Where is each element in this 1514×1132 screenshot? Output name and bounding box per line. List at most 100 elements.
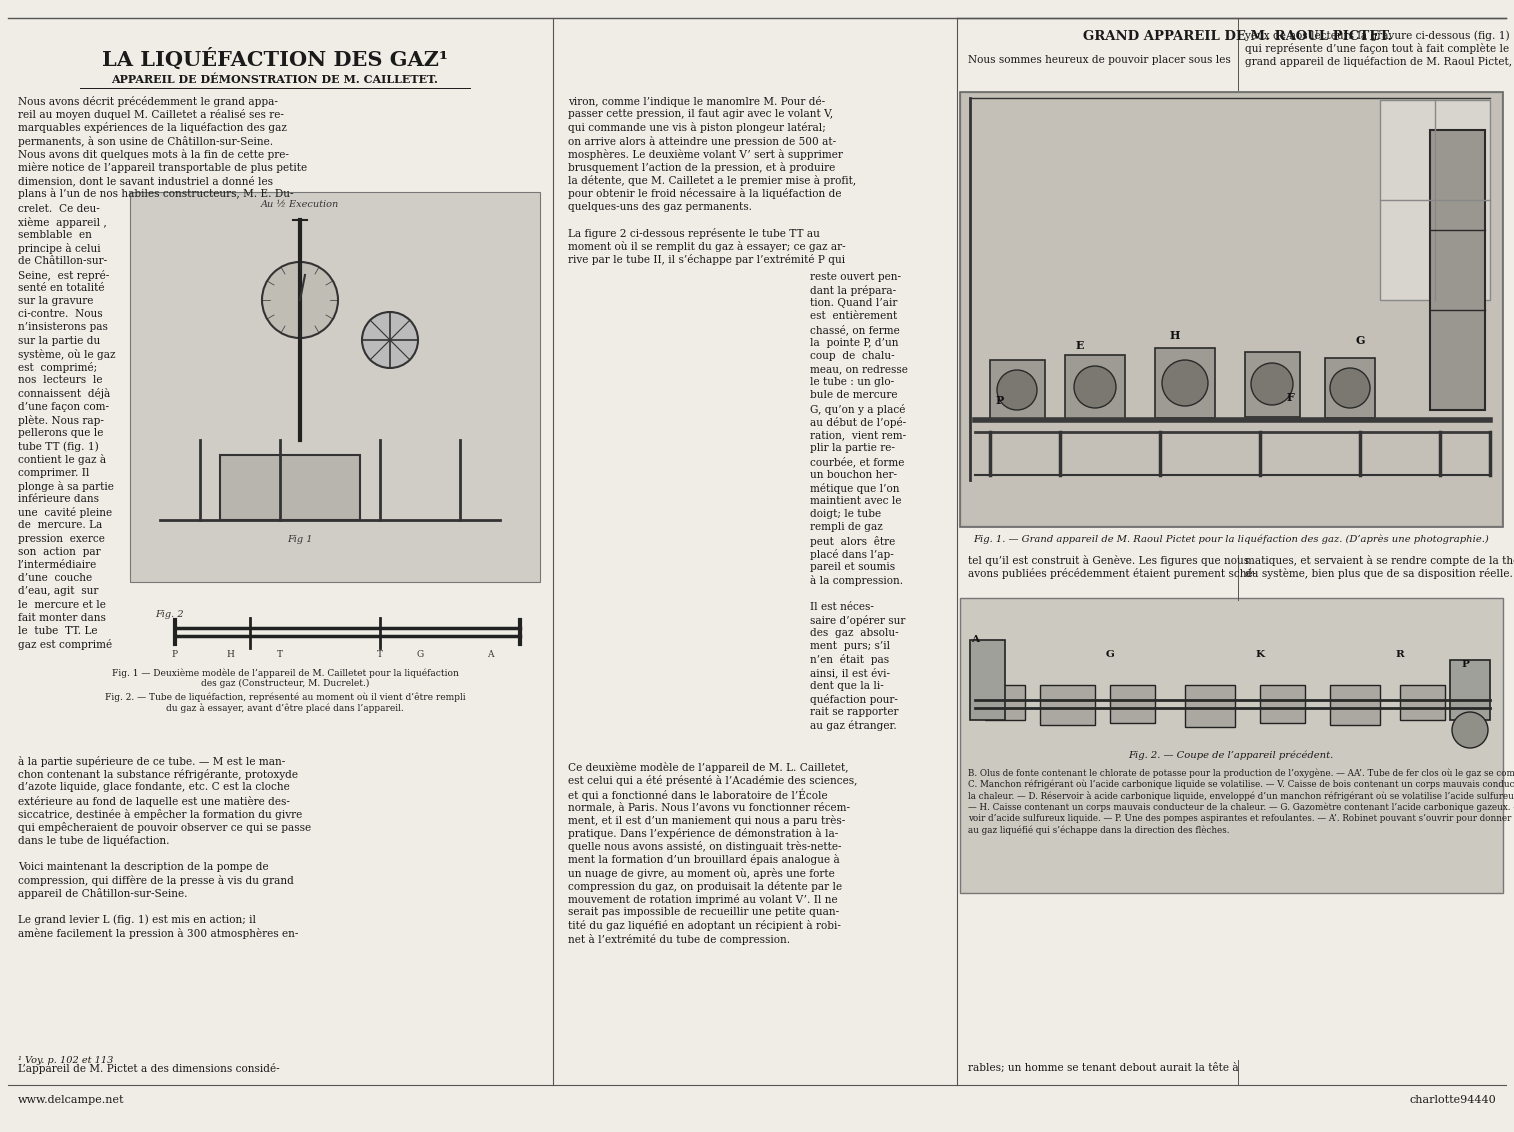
Text: des gaz (Constructeur, M. Ducrelet.): des gaz (Constructeur, M. Ducrelet.): [201, 679, 369, 688]
Text: qui commande une vis à piston plongeur latéral;: qui commande une vis à piston plongeur l…: [568, 122, 825, 134]
Text: net à l’extrémité du tube de compression.: net à l’extrémité du tube de compression…: [568, 934, 790, 944]
Text: dent que la li-: dent que la li-: [810, 680, 884, 691]
Text: plonge à sa partie: plonge à sa partie: [18, 481, 114, 491]
Text: n’en  était  pas: n’en était pas: [810, 654, 889, 666]
Text: tion. Quand l’air: tion. Quand l’air: [810, 298, 898, 308]
Text: extérieure au fond de laquelle est une matière des-: extérieure au fond de laquelle est une m…: [18, 796, 289, 807]
Text: B. Olus de fonte contenant le chlorate de potasse pour la production de l’oxygèn: B. Olus de fonte contenant le chlorate d…: [967, 767, 1514, 778]
Text: sur la partie du: sur la partie du: [18, 335, 100, 345]
Bar: [1110, 685, 1155, 723]
Text: un nuage de givre, au moment où, après une forte: un nuage de givre, au moment où, après u…: [568, 867, 834, 878]
Text: Voici maintenant la description de la pompe de: Voici maintenant la description de la po…: [18, 861, 268, 872]
Text: mouvement de rotation imprimé au volant V’. Il ne: mouvement de rotation imprimé au volant …: [568, 894, 837, 904]
Text: reste ouvert pen-: reste ouvert pen-: [810, 272, 901, 282]
Text: Seine,  est repré-: Seine, est repré-: [18, 269, 109, 281]
Text: ment  purs; s’il: ment purs; s’il: [810, 641, 890, 651]
Text: moment où il se remplit du gaz à essayer; ce gaz ar-: moment où il se remplit du gaz à essayer…: [568, 241, 846, 252]
Text: le tube : un glo-: le tube : un glo-: [810, 377, 895, 387]
Text: Ce deuxième modèle de l’appareil de M. L. Cailletet,: Ce deuxième modèle de l’appareil de M. L…: [568, 762, 848, 773]
Text: rempli de gaz: rempli de gaz: [810, 522, 883, 532]
Text: chon contenant la substance réfrigérante, protoxyde: chon contenant la substance réfrigérante…: [18, 770, 298, 780]
Text: Nous avons décrit précédemment le grand appa-: Nous avons décrit précédemment le grand …: [18, 96, 279, 108]
Text: d’azote liquide, glace fondante, etc. C est la cloche: d’azote liquide, glace fondante, etc. C …: [18, 782, 289, 792]
Text: Nous sommes heureux de pouvoir placer sous les: Nous sommes heureux de pouvoir placer so…: [967, 55, 1231, 65]
Text: L’appareil de M. Pictet a des dimensions considé-: L’appareil de M. Pictet a des dimensions…: [18, 1063, 280, 1074]
Bar: [1431, 130, 1485, 410]
Text: crelet.  Ce deu-: crelet. Ce deu-: [18, 204, 100, 214]
Bar: [970, 640, 1005, 720]
Text: sur la gravure: sur la gravure: [18, 295, 94, 306]
Text: pression  exerce: pression exerce: [18, 533, 104, 543]
Text: H: H: [226, 650, 235, 659]
Text: à la partie supérieure de ce tube. — M est le man-: à la partie supérieure de ce tube. — M e…: [18, 756, 285, 767]
Text: dimension, dont le savant industriel a donné les: dimension, dont le savant industriel a d…: [18, 175, 273, 186]
Text: permanents, à son usine de Châtillon-sur-Seine.: permanents, à son usine de Châtillon-sur…: [18, 136, 273, 147]
Text: grand appareil de liquéfaction de M. Raoul Pictet,: grand appareil de liquéfaction de M. Rao…: [1245, 57, 1512, 68]
Text: placé dans l’ap-: placé dans l’ap-: [810, 549, 893, 560]
Text: P: P: [173, 650, 179, 659]
Text: est celui qui a été présenté à l’Académie des sciences,: est celui qui a été présenté à l’Académi…: [568, 775, 857, 787]
Bar: [986, 685, 1025, 720]
Text: T: T: [277, 650, 283, 659]
Text: voir d’acide sulfureux liquide. — P. Une des pompes aspirantes et refoulantes. —: voir d’acide sulfureux liquide. — P. Une…: [967, 814, 1514, 823]
Text: maintient avec le: maintient avec le: [810, 496, 901, 506]
Text: F: F: [1285, 392, 1294, 403]
Text: compression du gaz, on produisait la détente par le: compression du gaz, on produisait la dét…: [568, 881, 842, 892]
Text: marquables expériences de la liquéfaction des gaz: marquables expériences de la liquéfactio…: [18, 122, 286, 134]
Text: matiques, et servaient à se rendre compte de la théorie: matiques, et servaient à se rendre compt…: [1245, 555, 1514, 566]
Text: GRAND APPAREIL DE M. RAOUL PICTET.: GRAND APPAREIL DE M. RAOUL PICTET.: [1084, 31, 1393, 43]
Bar: [1329, 685, 1379, 724]
Text: appareil de Châtillon-sur-Seine.: appareil de Châtillon-sur-Seine.: [18, 887, 188, 899]
Text: Nous avons dit quelques mots à la fin de cette pre-: Nous avons dit quelques mots à la fin de…: [18, 148, 289, 160]
Text: au gaz étranger.: au gaz étranger.: [810, 720, 896, 731]
Text: métique que l’on: métique que l’on: [810, 483, 899, 494]
Circle shape: [1073, 366, 1116, 408]
Text: charlotte94440: charlotte94440: [1410, 1095, 1496, 1105]
Text: dans le tube de liquéfaction.: dans le tube de liquéfaction.: [18, 835, 170, 847]
Text: quelle nous avons assisté, on distinguait très-nette-: quelle nous avons assisté, on distinguai…: [568, 841, 842, 852]
Text: T: T: [377, 650, 383, 659]
Text: semblable  en: semblable en: [18, 230, 92, 240]
Text: contient le gaz à: contient le gaz à: [18, 454, 106, 465]
Text: à la compression.: à la compression.: [810, 575, 904, 586]
Text: H: H: [1170, 331, 1181, 341]
Text: P: P: [996, 395, 1004, 406]
Text: pour obtenir le froid nécessaire à la liquéfaction de: pour obtenir le froid nécessaire à la li…: [568, 188, 842, 199]
Text: Fig. 2. — Tube de liquéfaction, représenté au moment où il vient d’être rempli: Fig. 2. — Tube de liquéfaction, représen…: [104, 692, 465, 702]
Text: des  gaz  absolu-: des gaz absolu-: [810, 628, 899, 638]
Text: rables; un homme se tenant debout aurait la tête à: rables; un homme se tenant debout aurait…: [967, 1063, 1238, 1073]
Bar: [130, 192, 540, 582]
Text: système, où le gaz: système, où le gaz: [18, 349, 115, 360]
Text: tube TT (fig. 1): tube TT (fig. 1): [18, 441, 98, 452]
Text: et qui a fonctionné dans le laboratoire de l’École: et qui a fonctionné dans le laboratoire …: [568, 788, 828, 801]
Bar: [1064, 355, 1125, 420]
Text: doigt; le tube: doigt; le tube: [810, 509, 881, 520]
Text: R: R: [1396, 650, 1405, 659]
Text: plans à l’un de nos habiles constructeurs, M. E. Du-: plans à l’un de nos habiles constructeur…: [18, 188, 294, 199]
Text: plète. Nous rap-: plète. Nous rap-: [18, 414, 104, 426]
Text: son  action  par: son action par: [18, 547, 100, 557]
Circle shape: [362, 312, 418, 368]
Text: La figure 2 ci-dessous représente le tube TT au: La figure 2 ci-dessous représente le tub…: [568, 228, 821, 239]
Bar: [1379, 100, 1490, 300]
Text: ci-contre.  Nous: ci-contre. Nous: [18, 309, 103, 319]
Text: APPAREIL DE DÉMONSTRATION DE M. CAILLETET.: APPAREIL DE DÉMONSTRATION DE M. CAILLETE…: [112, 74, 439, 85]
Text: reil au moyen duquel M. Cailletet a réalisé ses re-: reil au moyen duquel M. Cailletet a réal…: [18, 109, 285, 120]
Text: d’eau, agit  sur: d’eau, agit sur: [18, 586, 98, 597]
Text: Fig 1: Fig 1: [288, 535, 313, 544]
Bar: [960, 598, 1503, 893]
Text: courbée, et forme: courbée, et forme: [810, 456, 904, 468]
Text: Le grand levier L (fig. 1) est mis en action; il: Le grand levier L (fig. 1) est mis en ac…: [18, 915, 256, 925]
Text: ¹ Voy. p. 102 et 113: ¹ Voy. p. 102 et 113: [18, 1056, 114, 1065]
Text: avons publiées précédemment étaient purement sché-: avons publiées précédemment étaient pure…: [967, 568, 1257, 580]
Bar: [961, 94, 1500, 525]
Bar: [1325, 358, 1375, 418]
Text: la  pointe P, d’un: la pointe P, d’un: [810, 337, 898, 348]
Text: normale, à Paris. Nous l’avons vu fonctionner récem-: normale, à Paris. Nous l’avons vu foncti…: [568, 801, 849, 813]
Text: dant la prépara-: dant la prépara-: [810, 285, 896, 295]
Text: G: G: [1105, 650, 1114, 659]
Text: de  mercure. La: de mercure. La: [18, 521, 103, 531]
Text: qui empêcheraient de pouvoir observer ce qui se passe: qui empêcheraient de pouvoir observer ce…: [18, 822, 310, 833]
Text: au gaz liquéfié qui s’échappe dans la direction des flèches.: au gaz liquéfié qui s’échappe dans la di…: [967, 825, 1229, 835]
Text: siccatrice, destinée à empêcher la formation du givre: siccatrice, destinée à empêcher la forma…: [18, 808, 303, 820]
